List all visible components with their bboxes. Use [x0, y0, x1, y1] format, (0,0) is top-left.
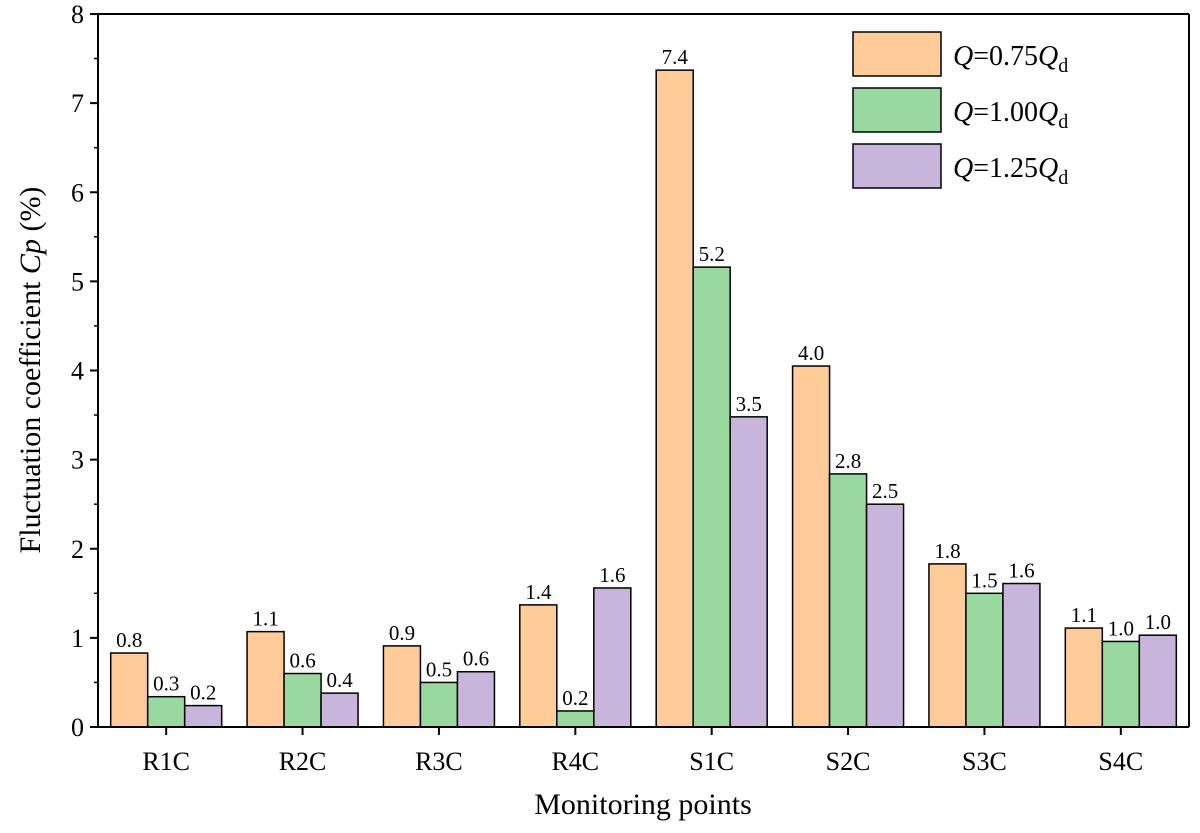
data-label: 7.4 — [662, 45, 689, 69]
legend-label-eq: =0.75 — [973, 41, 1038, 72]
bar — [865, 503, 905, 728]
data-label: 0.8 — [116, 628, 142, 652]
bar — [519, 604, 558, 728]
x-tick-label: S3C — [962, 747, 1007, 776]
data-label: 0.6 — [289, 649, 315, 673]
legend-swatch — [852, 143, 942, 189]
bar — [1138, 634, 1178, 728]
x-tick-label: R3C — [415, 747, 463, 776]
bar — [828, 473, 868, 728]
data-label: 0.2 — [562, 686, 588, 710]
bar — [183, 704, 223, 728]
y-tick-label: 6 — [71, 178, 84, 207]
legend-label-eq: =1.25 — [973, 153, 1038, 184]
bars-layer — [109, 69, 1178, 728]
y-axis-title-symbol: Cp — [14, 239, 47, 274]
y-tick-label: 2 — [71, 535, 84, 564]
data-label: 3.5 — [736, 392, 762, 416]
data-label: 0.9 — [389, 621, 415, 645]
legend-label-sub: d — [1058, 55, 1068, 77]
data-label: 1.1 — [252, 607, 278, 631]
y-ticks: 0 1 2 3 4 5 6 7 8 — [71, 0, 98, 742]
plot-frame — [97, 13, 1190, 728]
legend-label-eq: =1.00 — [973, 97, 1038, 128]
x-tick-label: R4C — [551, 747, 599, 776]
legend-label-qd: Q — [1038, 41, 1058, 72]
legend-swatch — [852, 31, 942, 77]
legend-label: Q=0.75Qd — [953, 41, 1068, 77]
y-tick-label: 3 — [71, 446, 84, 475]
bar — [146, 695, 186, 728]
bar — [655, 69, 694, 728]
data-label: 1.6 — [1008, 559, 1034, 583]
x-tick-label: S4C — [1098, 747, 1143, 776]
data-label: 1.6 — [599, 563, 625, 587]
x-axis-title: Monitoring points — [534, 788, 752, 821]
data-label: 1.1 — [1071, 603, 1097, 627]
bar — [791, 365, 831, 728]
y-axis-title-suffix: (%) — [14, 187, 47, 239]
data-label: 2.8 — [835, 449, 861, 473]
bar — [1002, 582, 1041, 728]
legend-label-q: Q — [953, 41, 973, 72]
y-tick-label: 8 — [71, 0, 84, 29]
data-label: 0.5 — [426, 657, 452, 681]
bar — [556, 710, 595, 728]
bar — [1101, 640, 1141, 728]
y-tick-label: 4 — [71, 357, 84, 386]
legend-label: Q=1.25Qd — [953, 153, 1068, 189]
data-label: 5.2 — [699, 242, 725, 266]
data-label: 0.3 — [153, 672, 179, 696]
data-labels-layer: 0.8 0.3 0.2 1.1 0.6 0.4 0.9 0.5 0.6 1.4 0.2 1.6 7.4 5… — [116, 45, 1171, 710]
legend-label-q: Q — [953, 153, 973, 184]
bar — [729, 416, 768, 728]
bar — [965, 592, 1004, 728]
legend-label-qd: Q — [1038, 97, 1058, 128]
y-axis-title-prefix: Fluctuation coefficient — [14, 274, 47, 553]
data-label: 0.2 — [190, 681, 216, 705]
data-label: 1.4 — [525, 580, 552, 604]
y-tick-label: 7 — [71, 89, 84, 118]
legend-label: Q=1.00Qd — [953, 97, 1068, 133]
bar — [593, 587, 632, 728]
x-tick-label: S2C — [826, 747, 871, 776]
data-label: 0.4 — [326, 668, 353, 692]
bar — [109, 652, 149, 728]
y-axis-title: Fluctuation coefficient Cp (%) — [14, 187, 47, 554]
x-ticks: R1C R2C R3C R4C S1C S2C S3C S4C — [142, 727, 1143, 776]
bar — [283, 672, 322, 728]
x-tick-label: R2C — [279, 747, 327, 776]
x-tick-label: R1C — [142, 747, 190, 776]
bar — [246, 630, 285, 728]
data-label: 2.5 — [872, 479, 898, 503]
data-label: 1.8 — [934, 539, 960, 563]
bar — [928, 563, 967, 728]
bar — [692, 266, 731, 728]
bar — [1064, 627, 1104, 728]
legend-label-qd: Q — [1038, 153, 1058, 184]
y-tick-label: 1 — [71, 624, 84, 653]
legend-label-sub: d — [1058, 111, 1068, 133]
data-label: 0.6 — [463, 647, 489, 671]
data-label: 1.0 — [1145, 610, 1171, 634]
data-label: 1.0 — [1108, 616, 1134, 640]
bar — [419, 681, 459, 728]
data-label: 4.0 — [798, 341, 824, 365]
bar — [320, 692, 359, 728]
y-tick-label: 5 — [71, 267, 84, 296]
y-tick-label: 0 — [71, 713, 84, 742]
data-label: 1.5 — [971, 568, 997, 592]
bar — [382, 645, 422, 728]
bar — [456, 670, 496, 728]
x-tick-label: S1C — [689, 747, 734, 776]
legend-label-q: Q — [953, 97, 973, 128]
legend-label-sub: d — [1058, 167, 1068, 189]
legend-swatch — [852, 87, 942, 133]
